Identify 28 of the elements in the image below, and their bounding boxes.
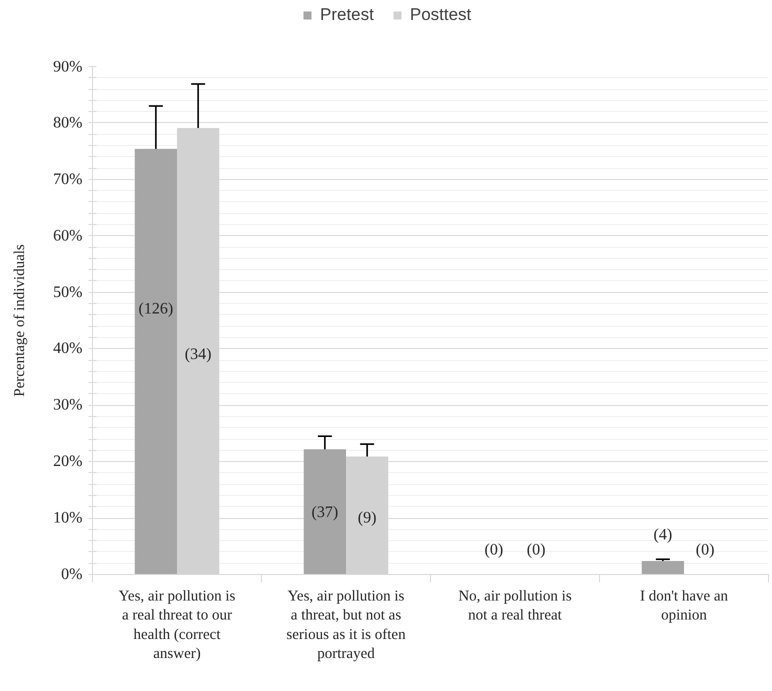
bar [642, 560, 684, 574]
bar [304, 449, 346, 574]
annotation: (4) [654, 526, 672, 544]
bar [134, 148, 177, 574]
y-tick-label: 30% [53, 396, 82, 414]
x-tick-label: Yes, air pollution is a threat, but not as serious as it is often portrayed [286, 588, 406, 662]
y-tick-label: 10% [53, 510, 82, 527]
annotation: (37) [312, 504, 338, 521]
annotation: (0) [526, 542, 546, 558]
y-tick-label: 90% [53, 58, 82, 76]
x-tick-label: I don't have an opinion [640, 588, 729, 624]
y-tick-label: 70% [53, 170, 82, 188]
y-axis-title: Percentage of individuals [12, 244, 28, 397]
y-tick-label: 50% [53, 284, 82, 301]
legend-label: Posttest [410, 5, 472, 25]
y-tick-label: 20% [53, 453, 82, 470]
annotation: (9) [358, 510, 376, 527]
legend-label: Pretest [320, 5, 374, 25]
annotation: (34) [184, 346, 212, 363]
x-tick-label: Yes, air pollution is a real threat to our health (correct answer) [118, 588, 236, 662]
annotation: (0) [484, 542, 504, 558]
y-tick-label: 40% [53, 340, 82, 358]
y-tick-label: 0% [61, 566, 82, 583]
annotation: (0) [696, 542, 714, 558]
y-tick-label: 60% [53, 227, 82, 244]
annotation: (126) [138, 300, 174, 318]
y-tick-label: 80% [53, 114, 82, 132]
x-tick-label: No, air pollution is not a real threat [458, 588, 572, 624]
